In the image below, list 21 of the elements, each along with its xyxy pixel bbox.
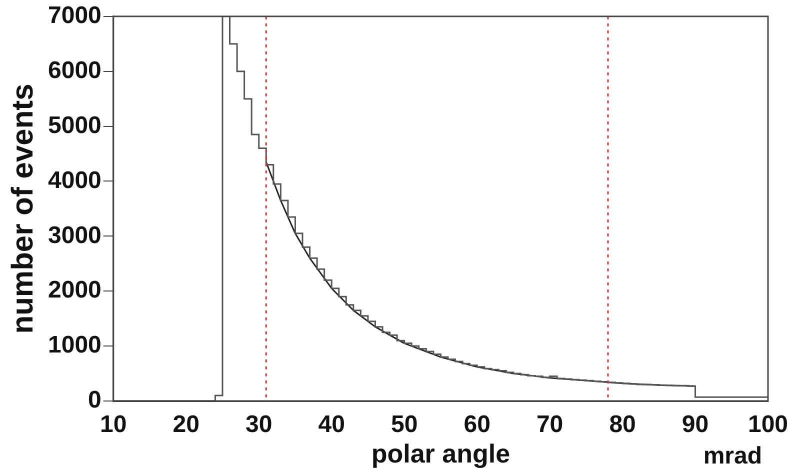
y-tick-label: 4000 [48,166,102,194]
x-tick-label: 30 [246,411,272,438]
x-tick-label: 60 [464,411,490,438]
x-tick-label: 10 [100,411,127,438]
y-tick-label: 5000 [48,112,102,139]
y-tick-label: 1000 [48,332,102,359]
y-tick-label: 7000 [48,2,102,30]
y-tick-label: 3000 [48,222,102,249]
x-tick-label: 90 [682,411,709,438]
x-tick-label: 20 [172,411,200,438]
y-tick-label: 6000 [48,56,102,84]
y-axis-title: number of events [6,84,40,334]
x-tick-label: 100 [748,411,788,438]
text: mrad [703,442,762,470]
x-tick-label: 50 [390,411,418,438]
x-axis-title: polar angle [371,438,510,469]
x-tick-label: 70 [536,411,564,438]
x-tick-label: 80 [609,411,636,438]
x-tick-label: 40 [318,411,345,438]
y-tick-label: 0 [88,386,102,414]
y-tick-label: 2000 [48,276,102,304]
